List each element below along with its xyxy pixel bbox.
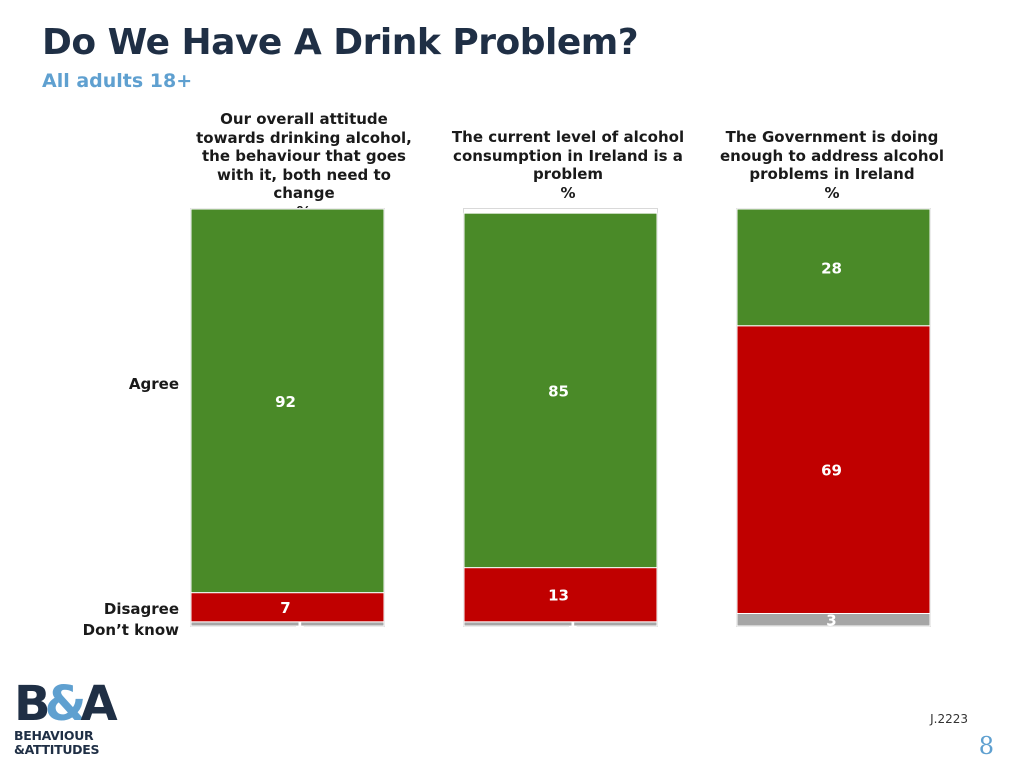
bar-segment-disagree-2 (463, 567, 658, 623)
bar-segment-agree-3 (736, 208, 931, 327)
data-label-dont-know-3: 3 (826, 612, 836, 630)
logo-word-1: BEHAVIOUR (14, 728, 94, 743)
column-header-1: Our overall attitude towards drinking al… (184, 110, 424, 221)
data-label-agree-1: 92 (275, 393, 296, 411)
column-header-2: The current level of alcohol consumption… (448, 128, 688, 202)
column-header-3-text: The Government is doing enough to addres… (719, 128, 944, 183)
page-subtitle: All adults 18+ (42, 70, 193, 92)
page-number: 8 (978, 732, 994, 760)
bar-segment-disagree-3 (736, 325, 931, 614)
row-label-agree: Agree (128, 375, 179, 393)
data-label-disagree-3: 69 (821, 462, 842, 480)
column-header-2-text: The current level of alcohol consumption… (451, 128, 685, 183)
data-label-agree-2: 85 (548, 382, 569, 400)
logo-mark: B&A (14, 676, 118, 732)
row-label-disagree: Disagree (103, 600, 179, 618)
row-label-dont-know: Don’t know (82, 621, 179, 639)
column-header-3: The Government is doing enough to addres… (712, 128, 952, 202)
data-label-agree-3: 28 (821, 259, 842, 277)
bar-segment-agree-1 (190, 208, 385, 594)
data-label-disagree-1: 7 (280, 599, 290, 617)
data-label-dont-know-2: 1 (567, 614, 577, 632)
bar-segment-dont-know-2 (463, 621, 658, 627)
logo-word-2: &ATTITUDES (14, 742, 100, 757)
bar-segment-agree-2 (463, 212, 658, 569)
company-logo: B&A BEHAVIOUR &ATTITUDES (12, 676, 118, 758)
column-header-2-unit: % (560, 183, 576, 202)
data-label-dont-know-1: 1 (294, 614, 304, 632)
page-title: Do We Have A Drink Problem? (42, 22, 639, 63)
data-label-disagree-2: 13 (548, 587, 569, 605)
column-header-3-unit: % (824, 183, 840, 202)
job-code: J.2223 (930, 712, 968, 726)
bar-segment-disagree-1 (190, 592, 385, 623)
bar-segment-dont-know-1 (190, 621, 385, 627)
column-header-1-text: Our overall attitude towards drinking al… (196, 110, 412, 202)
